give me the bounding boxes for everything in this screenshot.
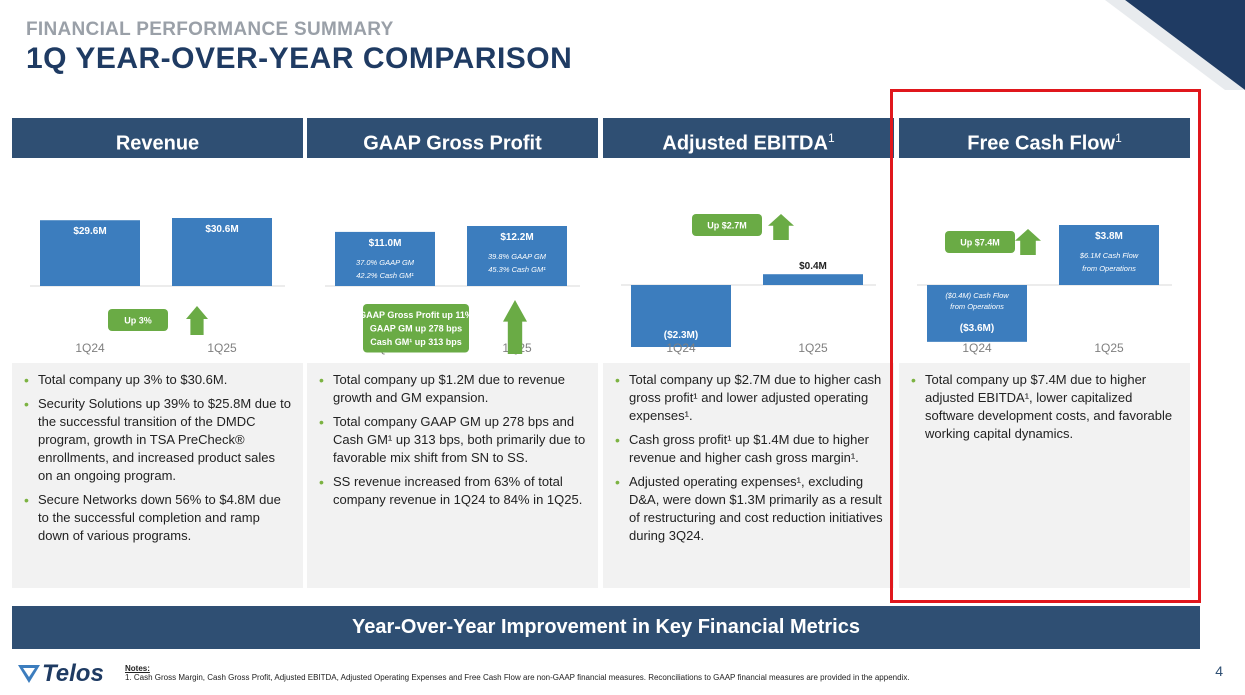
bar-sub-label: from Operations	[1082, 264, 1136, 273]
bar-sub-label: from Operations	[950, 302, 1004, 311]
category-label: 1Q25	[798, 341, 828, 355]
change-callout	[945, 231, 1015, 253]
bullet-item: Security Solutions up 39% to $25.8M due …	[24, 395, 293, 485]
bar-sub-label: 45.3% Cash GM¹	[488, 265, 546, 274]
footnotes: Notes: 1. Cash Gross Margin, Cash Gross …	[125, 664, 910, 682]
notes-title: Notes:	[125, 664, 150, 673]
callout-text: GAAP Gross Profit up 11%	[359, 310, 473, 320]
panel-header: Adjusted EBITDA1	[603, 118, 894, 158]
up-arrow-icon	[1015, 229, 1041, 255]
bullet-item: Adjusted operating expenses¹, excluding …	[615, 473, 884, 545]
callout-text: Cash GM¹ up 313 bps	[370, 337, 462, 347]
bar-value-label: ($3.6M)	[960, 323, 994, 334]
bar-sub-label: $6.1M Cash Flow	[1079, 251, 1139, 260]
panel-title: Free Cash Flow	[967, 132, 1116, 155]
bar-value-label: $12.2M	[500, 232, 533, 243]
panel-header: GAAP Gross Profit	[307, 118, 598, 158]
bar-sub-label: 37.0% GAAP GM	[356, 258, 415, 267]
callout-text: Up $7.4M	[960, 238, 1000, 248]
bar	[172, 218, 272, 286]
panel-title: GAAP Gross Profit	[363, 132, 542, 155]
telos-logo-icon	[18, 665, 40, 683]
ebitda-chart: ($2.3M)1Q24 $0.4M 1Q25 Up $2.7M	[621, 214, 876, 355]
panel-title: Revenue	[115, 132, 200, 155]
panel-bullets: Total company up $7.4M due to higher adj…	[899, 363, 1190, 588]
up-arrow-icon	[768, 214, 794, 240]
bullet-item: Total company up $1.2M due to revenue gr…	[319, 371, 588, 407]
page-number: 4	[1215, 663, 1223, 679]
panel-header: Revenue	[12, 118, 303, 158]
category-label: 1Q25	[207, 341, 237, 355]
change-callout	[108, 309, 168, 331]
bar	[631, 285, 731, 347]
change-callout	[692, 214, 762, 236]
panel-header: Free Cash Flow1	[899, 118, 1190, 158]
corner-accent	[1105, 0, 1245, 90]
revenue-chart: $29.6M 1Q24 $30.6M 1Q25 Up 3%	[30, 218, 285, 355]
summary-banner: Year-Over-Year Improvement in Key Financ…	[12, 606, 1200, 649]
bullet-item: Secure Networks down 56% to $4.8M due to…	[24, 491, 293, 545]
bar-value-label: ($2.3M)	[664, 330, 698, 341]
bar-value-label: $29.6M	[73, 226, 106, 237]
up-arrow-icon	[186, 306, 208, 335]
telos-logo: Telos	[18, 660, 104, 688]
page-subtitle: FINANCIAL PERFORMANCE SUMMARY	[26, 19, 394, 40]
panel-gross-profit: GAAP Gross Profit $11.0M 37.0% GAAP GM 42.…	[307, 118, 598, 588]
panel-bullets: Total company up $2.7M due to higher cas…	[603, 363, 894, 588]
bar	[40, 220, 140, 286]
category-label: 1Q24	[962, 341, 992, 355]
bar	[1059, 225, 1159, 285]
bullet-item: Total company up $7.4M due to higher adj…	[911, 371, 1180, 443]
bar-sub-label: 42.2% Cash GM¹	[356, 271, 414, 280]
callout-text: Up $2.7M	[707, 221, 747, 231]
bar-value-label: $30.6M	[205, 224, 238, 235]
note-item: 1. Cash Gross Margin, Cash Gross Profit,…	[125, 673, 910, 682]
panel-title: Adjusted EBITDA	[662, 132, 828, 155]
up-arrow-icon	[503, 300, 527, 354]
logo-text: Telos	[42, 660, 104, 687]
panel-free-cash-flow: Free Cash Flow1 ($0.4M) Cash Flow from Op…	[899, 118, 1190, 588]
panel-adjusted-ebitda: Adjusted EBITDA1 ($2.3M) 1Q24 $0.4M 1Q25 Up …	[603, 118, 894, 588]
bar-value-label: $0.4M	[799, 261, 827, 272]
bar-value-label: $3.8M	[1095, 231, 1123, 242]
bar-value-label: $11.0M	[369, 238, 402, 249]
category-label: 1Q24	[75, 341, 105, 355]
bar-sub-label: ($0.4M) Cash Flow	[945, 291, 1009, 300]
highlight-box	[890, 89, 1201, 603]
fcf-chart: ($0.4M) Cash Flow from Operations ($3.6M) 1…	[917, 225, 1172, 355]
panel-title-sup: 1	[1115, 131, 1122, 145]
panel-title-sup: 1	[827, 131, 835, 145]
page-title: 1Q YEAR-OVER-YEAR COMPARISON	[26, 42, 573, 75]
bar	[335, 231, 435, 286]
bar	[467, 226, 567, 286]
bar	[927, 285, 1027, 342]
callout-text: GAAP GM up 278 bps	[370, 324, 462, 334]
panel-bullets: Total company up $1.2M due to revenue gr…	[307, 363, 598, 588]
callout-text: Up 3%	[124, 316, 152, 326]
category-label: 1Q24	[666, 341, 696, 355]
bullet-item: Total company GAAP GM up 278 bps and Cas…	[319, 413, 588, 467]
bar	[763, 274, 863, 285]
bullet-item: Total company up 3% to $30.6M.	[24, 371, 293, 389]
panel-revenue: Revenue $29.6M 1Q24 $30.6M 1Q25 Up 3% Total …	[12, 118, 303, 588]
bullet-item: Total company up $2.7M due to higher cas…	[615, 371, 884, 425]
bar-sub-label: 39.8% GAAP GM	[488, 252, 547, 261]
bullet-item: Cash gross profit¹ up $1.4M due to highe…	[615, 431, 884, 467]
panel-bullets: Total company up 3% to $30.6M. Security …	[12, 363, 303, 588]
category-label: 1Q25	[1094, 341, 1124, 355]
bullet-item: SS revenue increased from 63% of total c…	[319, 473, 588, 509]
change-callout	[363, 304, 469, 353]
